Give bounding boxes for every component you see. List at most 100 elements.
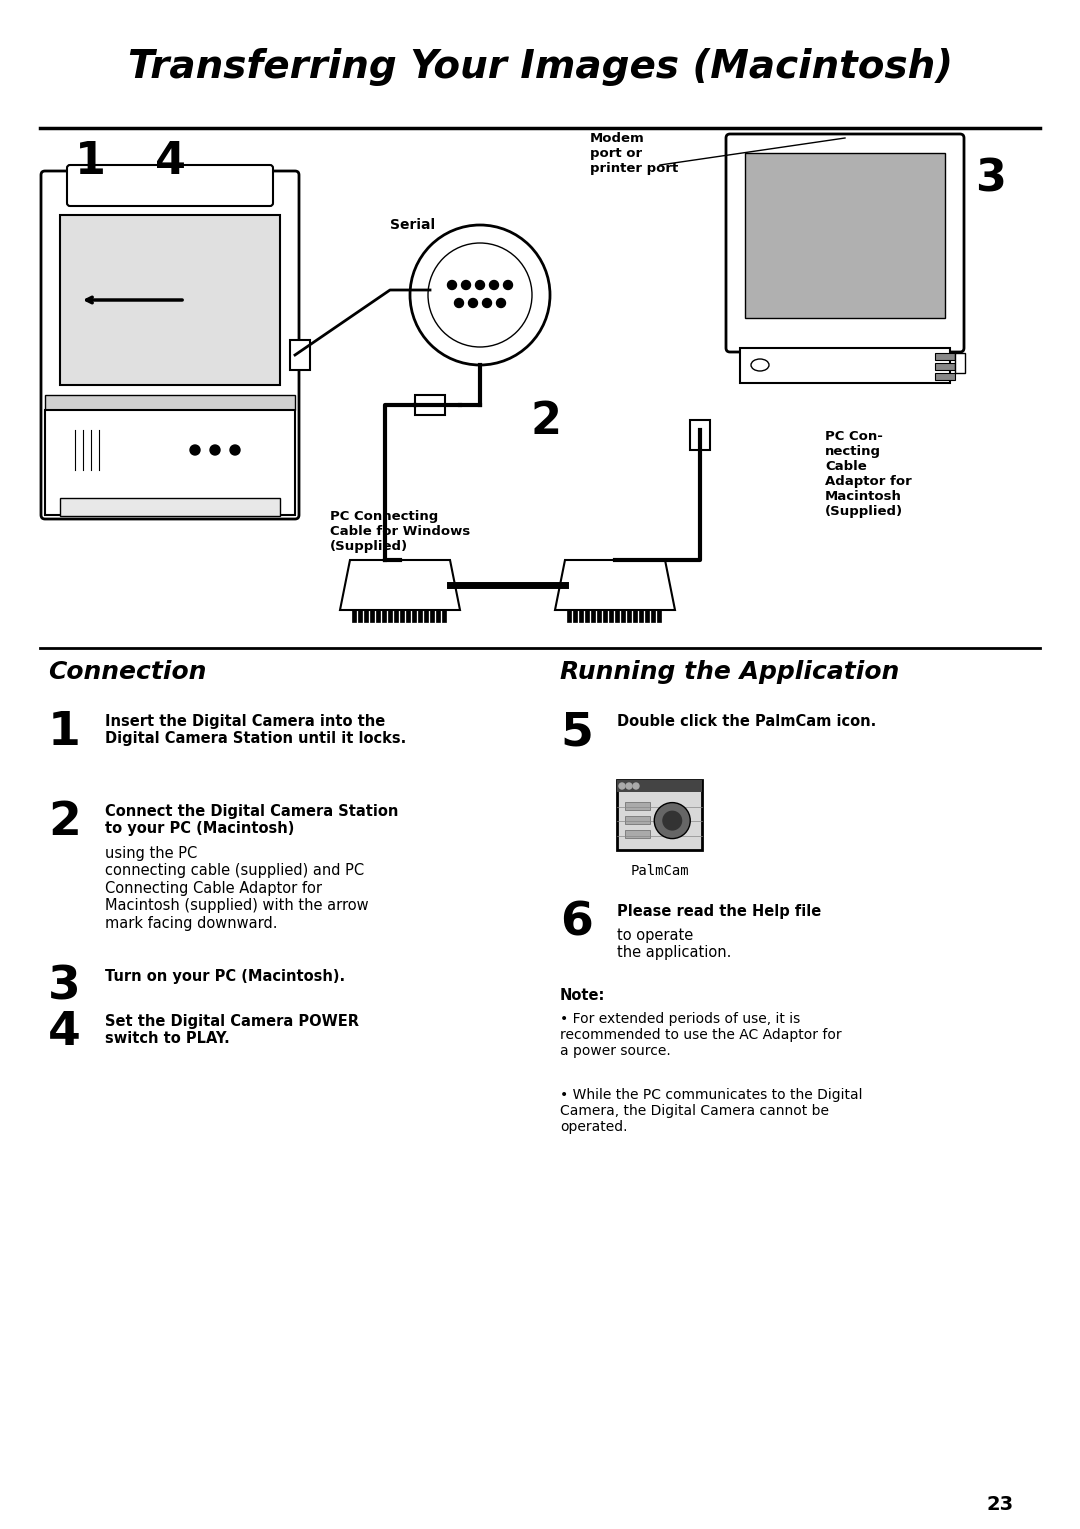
Bar [60, 216, 280, 385]
Text: Turn on your PC (Macintosh).: Turn on your PC (Macintosh). [105, 969, 346, 985]
Circle shape [619, 783, 625, 789]
Circle shape [483, 298, 491, 307]
Text: PC Con-
necting
Cable
Adaptor for
Macintosh
(Supplied): PC Con- necting Cable Adaptor for Macint… [825, 430, 912, 518]
Bar [388, 610, 392, 622]
Text: 1: 1 [48, 709, 81, 755]
Text: Modem
port or
printer port: Modem port or printer port [590, 131, 678, 174]
Ellipse shape [751, 359, 769, 372]
Bar [430, 610, 434, 622]
Bar [45, 410, 295, 515]
Bar [609, 610, 613, 622]
Text: • For extended periods of use, it is
recommended to use the AC Adaptor for
a pow: • For extended periods of use, it is rec… [561, 1012, 841, 1058]
Text: 5: 5 [561, 709, 593, 755]
Bar [424, 610, 428, 622]
Bar [382, 610, 386, 622]
Circle shape [230, 445, 240, 456]
Bar [745, 153, 945, 318]
Bar [627, 610, 631, 622]
Text: 23: 23 [986, 1495, 1013, 1514]
Text: Running the Application: Running the Application [561, 661, 900, 683]
Bar [415, 394, 445, 414]
Bar [45, 394, 295, 410]
Bar [364, 610, 368, 622]
Bar [436, 610, 440, 622]
Text: Connection: Connection [48, 661, 206, 683]
Circle shape [497, 298, 505, 307]
Bar [411, 610, 416, 622]
Bar [690, 420, 710, 450]
Circle shape [662, 810, 683, 830]
Bar [370, 610, 374, 622]
Polygon shape [340, 560, 460, 610]
Bar [621, 610, 625, 622]
Circle shape [654, 803, 690, 838]
Circle shape [503, 280, 513, 289]
FancyBboxPatch shape [41, 171, 299, 518]
Text: Note:: Note: [561, 988, 606, 1003]
Bar [442, 610, 446, 622]
Bar [585, 610, 589, 622]
Bar [573, 610, 577, 622]
Circle shape [447, 280, 457, 289]
Bar [357, 610, 362, 622]
Text: • While the PC communicates to the Digital
Camera, the Digital Camera cannot be
: • While the PC communicates to the Digit… [561, 1089, 863, 1135]
FancyBboxPatch shape [67, 165, 273, 206]
Bar [591, 610, 595, 622]
Text: 4: 4 [48, 1011, 81, 1055]
Bar [376, 610, 380, 622]
Bar [60, 498, 280, 515]
Circle shape [489, 280, 499, 289]
Bar [935, 353, 955, 359]
Bar [615, 610, 619, 622]
Bar [740, 349, 950, 382]
Bar [651, 610, 654, 622]
Bar [352, 610, 356, 622]
Bar [645, 610, 649, 622]
Text: 3: 3 [48, 965, 81, 1011]
Bar [617, 780, 702, 792]
Circle shape [475, 280, 485, 289]
Bar [935, 362, 955, 370]
Text: to operate
the application.: to operate the application. [617, 928, 731, 960]
Text: PC Connecting
Cable for Windows
(Supplied): PC Connecting Cable for Windows (Supplie… [330, 511, 470, 553]
Text: Double click the PalmCam icon.: Double click the PalmCam icon. [617, 714, 876, 729]
Text: 1: 1 [75, 141, 106, 183]
Bar [400, 610, 404, 622]
Text: Please read the Help file: Please read the Help file [617, 904, 821, 919]
Circle shape [455, 298, 463, 307]
Bar [603, 610, 607, 622]
Bar [955, 353, 966, 373]
Bar [639, 610, 643, 622]
Text: Set the Digital Camera POWER
switch to PLAY.: Set the Digital Camera POWER switch to P… [105, 1014, 359, 1046]
Text: PalmCam: PalmCam [631, 864, 689, 878]
Text: 4: 4 [156, 141, 186, 183]
Text: 2: 2 [530, 401, 561, 443]
FancyBboxPatch shape [726, 135, 964, 352]
Text: 6: 6 [561, 901, 593, 945]
Text: 2: 2 [48, 800, 81, 846]
Text: using the PC
connecting cable (supplied) and PC
Connecting Cable Adaptor for
Mac: using the PC connecting cable (supplied)… [105, 846, 368, 931]
Text: Connect the Digital Camera Station
to your PC (Macintosh): Connect the Digital Camera Station to yo… [105, 804, 399, 836]
Bar [597, 610, 600, 622]
Circle shape [210, 445, 220, 456]
Bar [567, 610, 571, 622]
Circle shape [469, 298, 477, 307]
Polygon shape [555, 560, 675, 610]
Bar [657, 610, 661, 622]
Text: 3: 3 [975, 157, 1005, 200]
Bar [625, 830, 650, 838]
Text: Transferring Your Images (Macintosh): Transferring Your Images (Macintosh) [127, 47, 953, 86]
Bar [394, 610, 399, 622]
Bar [291, 339, 310, 370]
Bar [625, 816, 650, 824]
Bar [633, 610, 637, 622]
Circle shape [633, 783, 639, 789]
Bar [617, 780, 702, 850]
Bar [418, 610, 422, 622]
Circle shape [461, 280, 471, 289]
Bar [406, 610, 410, 622]
Bar [935, 373, 955, 381]
Text: Insert the Digital Camera into the
Digital Camera Station until it locks.: Insert the Digital Camera into the Digit… [105, 714, 406, 746]
Bar [625, 803, 650, 810]
Text: Serial: Serial [390, 219, 435, 232]
